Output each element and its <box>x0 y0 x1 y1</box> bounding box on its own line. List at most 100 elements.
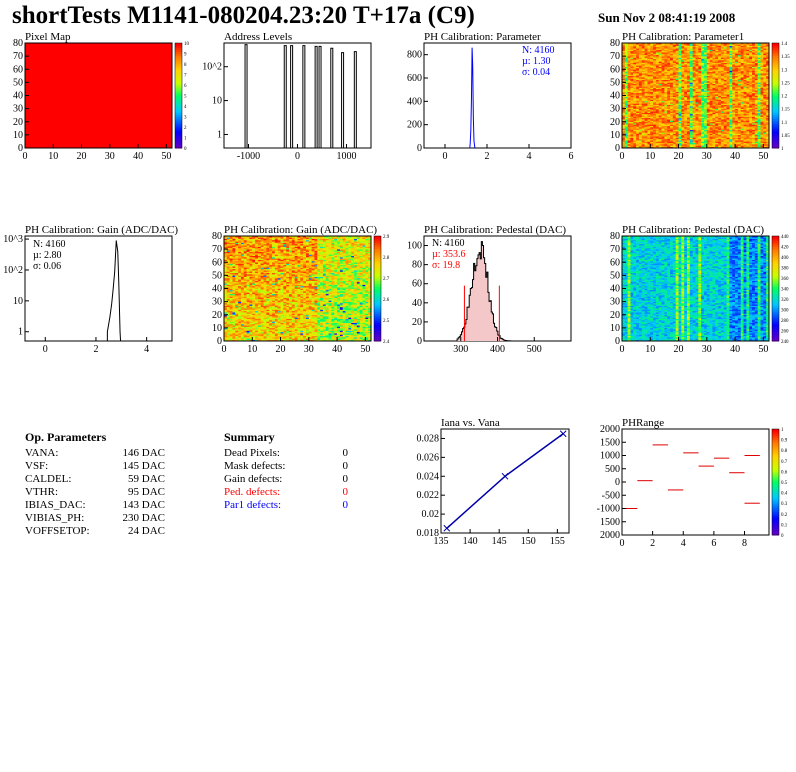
param-row: CALDEL: 59 DAC <box>25 473 165 486</box>
heatmap-cell <box>630 146 634 149</box>
heatmap-cell <box>622 82 626 84</box>
heatmap-cell <box>627 109 631 112</box>
heatmap-cell <box>630 112 634 115</box>
pixel-map-z-segment <box>175 93 182 96</box>
heatmap-cell <box>627 137 631 140</box>
heatmap-cell <box>633 100 637 103</box>
heatmap-cell <box>624 60 628 62</box>
param-name: IBIAS_DAC: <box>25 499 86 511</box>
heatmap-cell <box>624 137 628 140</box>
heatmap-cell <box>630 141 634 144</box>
heatmap-cell <box>622 85 626 87</box>
heatmap-cell <box>630 43 634 45</box>
y-tick-label: 30 <box>13 104 23 115</box>
heatmap-cell <box>633 99 637 102</box>
heatmap-cell <box>633 58 637 61</box>
heatmap-cell <box>627 138 631 141</box>
heatmap-cell <box>622 115 626 117</box>
y-tick-label: 70 <box>13 51 23 62</box>
heatmap-cell <box>622 123 626 125</box>
heatmap-cell <box>627 75 631 78</box>
heatmap-cell <box>622 121 626 124</box>
param-name: CALDEL: <box>25 473 72 485</box>
y-tick-label: 80 <box>610 38 620 49</box>
param-row: VOFFSETOP: 24 DAC <box>25 525 165 538</box>
heatmap-cell <box>624 62 628 65</box>
pixel-map-z-segment <box>175 45 182 48</box>
heatmap-cell <box>622 117 626 120</box>
heatmap-cell <box>627 79 631 82</box>
heatmap-cell <box>633 92 637 95</box>
heatmap-cell <box>627 96 631 99</box>
heatmap-cell <box>622 81 626 83</box>
heatmap-cell <box>624 102 628 104</box>
heatmap-cell <box>624 74 628 77</box>
heatmap-cell <box>627 50 631 53</box>
heatmap-cell <box>630 134 634 137</box>
heatmap-cell <box>624 92 628 95</box>
heatmap-cell <box>624 91 628 94</box>
heatmap-cell <box>633 64 637 66</box>
heatmap-cell <box>627 100 631 103</box>
z-tick-label: 0 <box>184 147 187 152</box>
heatmap-cell <box>624 73 628 75</box>
heatmap-cell <box>622 144 626 146</box>
pixel-map-z-segment <box>175 95 182 99</box>
pixel-map-z-segment <box>175 103 182 107</box>
heatmap-cell <box>624 130 628 133</box>
heatmap-cell <box>630 111 634 113</box>
param-row: Gain defects: 0 <box>224 473 348 486</box>
param-value: 0 <box>342 460 349 472</box>
heatmap-cell <box>622 67 626 70</box>
heatmap-cell <box>622 96 626 99</box>
z-tick-label: 4 <box>184 105 187 110</box>
heatmap-cell <box>627 107 631 109</box>
param-value: 0 <box>342 499 349 511</box>
heatmap-cell <box>633 69 637 71</box>
heatmap-cell <box>627 141 631 144</box>
heatmap-cell <box>633 116 637 119</box>
param-row: VIBIAS_PH: 230 DAC <box>25 512 165 525</box>
heatmap-cell <box>624 44 628 46</box>
pixel-map-z-segment <box>175 43 182 46</box>
heatmap-cell <box>630 45 634 48</box>
param-name: VTHR: <box>25 486 58 498</box>
pixel-map-z-segment <box>175 116 182 120</box>
heatmap-cell <box>630 123 634 125</box>
param-row: Mask defects: 0 <box>224 460 348 473</box>
heatmap-cell <box>627 54 631 57</box>
heatmap-cell <box>627 136 631 138</box>
heatmap-cell <box>622 52 626 54</box>
heatmap-cell <box>630 116 634 119</box>
heatmap-cell <box>630 92 634 95</box>
x-tick-label: 20 <box>77 151 87 162</box>
heatmap-cell <box>622 109 626 112</box>
pixel-map-z-segment <box>175 141 182 145</box>
heatmap-cell <box>624 67 628 70</box>
param-name: VANA: <box>25 447 59 459</box>
heatmap-cell <box>627 46 631 49</box>
heatmap-cell <box>630 88 634 91</box>
heatmap-cell <box>633 79 637 82</box>
heatmap-cell <box>622 87 626 90</box>
heatmap-cell <box>630 74 634 77</box>
z-tick-label: 1.25 <box>781 81 790 86</box>
heatmap-cell <box>630 81 634 83</box>
heatmap-cell <box>624 78 628 81</box>
heatmap-cell <box>627 121 631 124</box>
pixel-map-z-segment <box>175 129 182 132</box>
z-tick-label: 3 <box>184 116 187 121</box>
heatmap-cell <box>622 62 626 65</box>
x-tick-label: 20 <box>674 151 684 162</box>
heatmap-cell <box>624 54 628 57</box>
pixel-map-z-segment <box>175 97 182 101</box>
pixel-map-z-segment <box>175 127 182 130</box>
heatmap-cell <box>630 145 634 147</box>
x-tick-label: 0 <box>23 151 28 162</box>
x-tick-label: 50 <box>758 151 768 162</box>
heatmap-cell <box>633 53 637 56</box>
heatmap-cell <box>627 133 631 136</box>
pixel-map-z-segment <box>175 64 182 67</box>
heatmap-cell <box>630 127 634 129</box>
heatmap-cell <box>627 130 631 133</box>
